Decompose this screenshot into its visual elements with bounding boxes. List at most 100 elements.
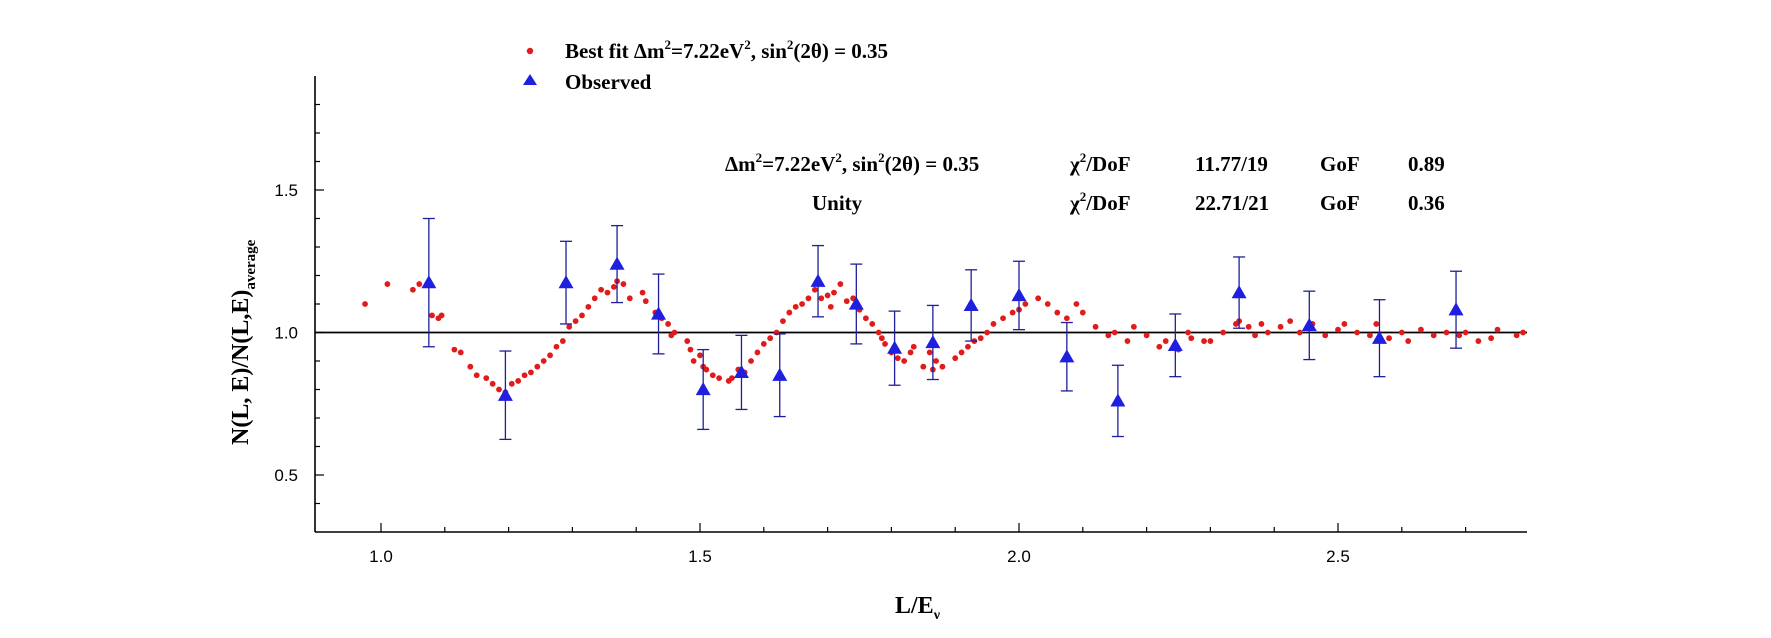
best-fit-series <box>362 278 1526 396</box>
x-tick-label: 1.5 <box>688 547 712 566</box>
best-fit-point <box>878 335 885 342</box>
best-fit-point <box>684 338 691 344</box>
best-fit-point <box>534 363 541 370</box>
annotation-row2-gof-value: 0.36 <box>1408 191 1445 215</box>
best-fit-point <box>1079 309 1086 316</box>
best-fit-point <box>1462 329 1469 336</box>
best-fit-point <box>515 378 522 384</box>
best-fit-point <box>1252 332 1258 339</box>
best-fit-point <box>585 303 592 310</box>
best-fit-point <box>1105 332 1112 339</box>
best-fit-point <box>1073 301 1080 307</box>
annotation-row2-gof-label: GoF <box>1320 191 1360 215</box>
best-fit-point <box>1143 332 1150 339</box>
x-tick-label: 2.0 <box>1007 547 1031 566</box>
best-fit-point <box>1207 338 1214 344</box>
best-fit-point <box>598 286 605 293</box>
legend-observed-label: Observed <box>565 70 652 94</box>
observed-point <box>925 334 941 349</box>
observed-point <box>963 297 979 312</box>
best-fit-point <box>473 372 480 379</box>
best-fit-point <box>1430 332 1437 339</box>
best-fit-point <box>547 352 553 359</box>
best-fit-point <box>824 292 831 299</box>
best-fit-point <box>869 321 876 327</box>
best-fit-point <box>1443 329 1450 336</box>
observed-point <box>887 340 903 354</box>
best-fit-point <box>1185 329 1191 336</box>
observed-point <box>558 275 574 289</box>
best-fit-point <box>690 358 697 364</box>
best-fit-point <box>894 355 901 362</box>
best-fit-point <box>977 335 984 342</box>
best-fit-point <box>1245 323 1252 330</box>
best-fit-point <box>451 346 458 353</box>
x-tick-label: 1.0 <box>369 547 393 566</box>
best-fit-point <box>1456 332 1463 339</box>
best-fit-point <box>1035 295 1042 302</box>
x-axis-title: L/Eν <box>895 593 941 623</box>
best-fit-point <box>1513 332 1520 339</box>
best-fit-point <box>805 295 812 302</box>
best-fit-point <box>1296 329 1303 336</box>
best-fit-point <box>786 309 793 316</box>
best-fit-point <box>1258 321 1265 327</box>
best-fit-point <box>767 335 774 342</box>
annotation-row2-chi-label: χ2/DoF <box>1069 189 1131 215</box>
best-fit-point <box>1398 329 1405 336</box>
axes: 1.0 1.5 2.0 2.5 0.5 1.0 1.5 <box>274 76 1527 566</box>
best-fit-point <box>642 298 649 305</box>
best-fit-point <box>965 343 971 350</box>
annotation-row1-gof-value: 0.89 <box>1408 152 1445 176</box>
best-fit-point <box>697 352 703 359</box>
best-fit-point <box>1022 301 1029 307</box>
best-fit-point <box>843 298 850 305</box>
best-fit-point <box>1130 323 1137 330</box>
x-tick-label: 2.5 <box>1326 547 1350 566</box>
best-fit-point <box>1220 329 1227 336</box>
annotation-row2-chi-value: 22.71/21 <box>1195 191 1269 215</box>
best-fit-point <box>626 295 633 302</box>
best-fit-point <box>687 346 694 353</box>
best-fit-point <box>882 341 888 347</box>
best-fit-point <box>1475 338 1482 344</box>
best-fit-point <box>604 289 611 296</box>
observed-point <box>1110 393 1126 407</box>
best-fit-point <box>1188 335 1195 342</box>
y-tick-label: 0.5 <box>274 466 298 485</box>
best-fit-point <box>553 343 560 350</box>
best-fit-point <box>984 329 990 336</box>
observed-series <box>421 217 1464 441</box>
best-fit-point <box>1092 323 1099 330</box>
legend-observed-marker <box>523 74 537 85</box>
best-fit-point <box>729 375 735 381</box>
best-fit-point <box>818 295 825 302</box>
best-fit-point <box>579 312 585 319</box>
best-fit-point <box>748 358 754 364</box>
best-fit-point <box>1354 329 1361 336</box>
annotation-row1-gof-label: GoF <box>1320 152 1360 176</box>
best-fit-point <box>1044 301 1051 307</box>
best-fit-point <box>907 349 914 356</box>
best-fit-point <box>1162 338 1169 344</box>
observed-point <box>1371 330 1387 344</box>
best-fit-point <box>799 301 805 307</box>
observed-point <box>772 367 788 381</box>
best-fit-point <box>837 281 844 287</box>
observed-point <box>810 273 826 287</box>
best-fit-point <box>1287 318 1294 324</box>
best-fit-point <box>952 355 959 362</box>
best-fit-point <box>639 289 646 296</box>
best-fit-point <box>1156 343 1163 350</box>
best-fit-point <box>559 338 566 344</box>
best-fit-point <box>933 358 939 364</box>
observed-point <box>651 306 667 320</box>
best-fit-point <box>1335 326 1341 333</box>
best-fit-point <box>875 329 882 336</box>
best-fit-point <box>990 321 997 327</box>
best-fit-point <box>1000 315 1006 322</box>
legend-best-fit-label: Best fit Δm2=7.22eV2, sin2(2θ) = 0.35 <box>565 37 888 63</box>
best-fit-point <box>910 343 917 350</box>
best-fit-point <box>496 386 502 393</box>
